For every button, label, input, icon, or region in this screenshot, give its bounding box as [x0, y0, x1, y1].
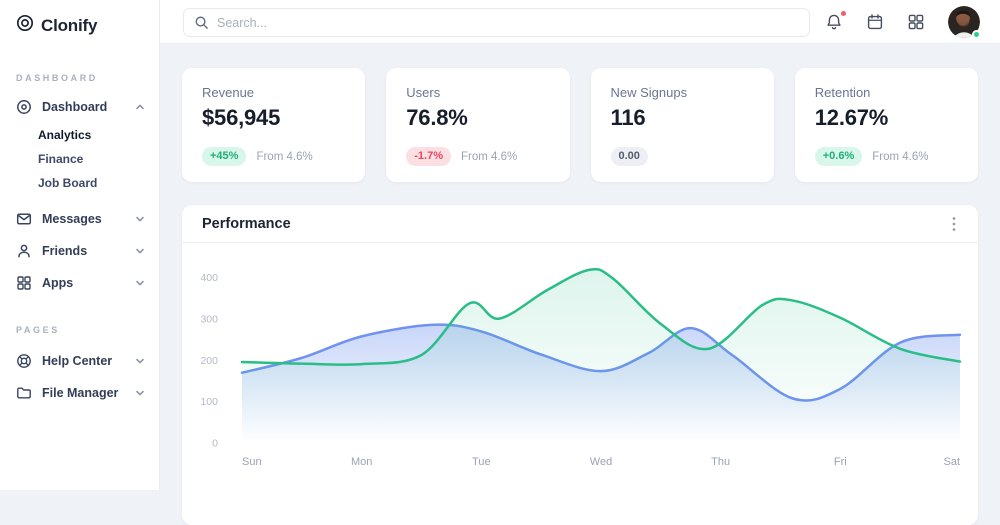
topbar	[160, 0, 1000, 44]
grid-icon	[16, 275, 32, 291]
x-axis-label: Wed	[590, 456, 612, 468]
sidebar-item-label: Dashboard	[42, 100, 108, 114]
stat-change-badge: +0.6%	[814, 147, 863, 167]
stat-note: From 4.6%	[461, 150, 518, 163]
sidebar-item-help-center[interactable]: Help Center	[0, 345, 159, 377]
online-status-dot	[972, 30, 981, 39]
stat-title: Retention	[814, 85, 871, 100]
sidebar-item-finance[interactable]: Finance	[38, 152, 84, 166]
bell-icon	[825, 13, 843, 31]
performance-header: Performance	[182, 205, 978, 243]
stat-title: Users	[406, 85, 441, 100]
user-avatar[interactable]	[948, 6, 981, 39]
apps-menu-button[interactable]	[907, 13, 925, 31]
topbar-actions	[825, 0, 1000, 44]
calendar-button[interactable]	[866, 13, 884, 31]
stat-value: 76.8%	[406, 105, 468, 130]
y-axis-tick: 0	[212, 438, 218, 450]
stat-value: 12.67%	[814, 105, 889, 130]
sidebar-item-friends[interactable]: Friends	[0, 235, 159, 267]
x-axis-label: Sat	[943, 456, 960, 468]
folder-icon	[16, 385, 32, 401]
stat-title: Revenue	[202, 85, 255, 100]
envelope-icon	[16, 211, 32, 227]
series-green-area	[242, 269, 960, 443]
stat-value: $56,945	[202, 105, 281, 130]
avatar-photo	[948, 6, 980, 38]
sidebar-item-file-manager[interactable]: File Manager	[0, 377, 159, 409]
stats-row: Revenue $56,945 +45% From 4.6% Users 76.…	[182, 68, 978, 182]
sidebar-item-label: File Manager	[42, 386, 119, 400]
sidebar-item-label: Messages	[42, 212, 102, 226]
chevron-up-icon	[135, 102, 145, 112]
chevron-down-icon	[135, 356, 145, 366]
sidebar-item-messages[interactable]: Messages	[0, 203, 159, 235]
dashboard-icon	[16, 99, 32, 115]
search-input[interactable]	[217, 15, 799, 30]
chevron-down-icon	[135, 278, 145, 288]
x-axis-label: Sun	[242, 456, 262, 468]
performance-title: Performance	[202, 215, 291, 232]
y-axis-tick: 100	[200, 396, 218, 408]
y-axis-tick: 300	[200, 314, 218, 326]
life-buoy-icon	[16, 353, 32, 369]
sidebar-item-apps[interactable]: Apps	[0, 267, 159, 299]
stat-note: From 4.6%	[256, 150, 313, 163]
performance-chart: 0 100 200 300 400 Sun Mon Tue Wed Thu Fri Sat	[200, 267, 962, 468]
chevron-down-icon	[135, 388, 145, 398]
app-name: Clonify	[41, 15, 98, 35]
clonify-logo-icon	[16, 14, 34, 37]
y-axis-tick: 400	[200, 272, 218, 284]
x-axis-label: Thu	[711, 456, 730, 468]
dashboard-sub-list: Analytics Finance Job Board	[0, 123, 159, 195]
series-green-line	[240, 267, 962, 366]
search-icon	[194, 15, 209, 30]
stat-change-badge: -1.7%	[406, 147, 451, 167]
stat-title: New Signups	[610, 85, 688, 100]
chevron-down-icon	[135, 214, 145, 224]
sidebar-item-label: Help Center	[42, 354, 113, 368]
main-content: Revenue $56,945 +45% From 4.6% Users 76.…	[160, 44, 1000, 525]
stat-card-new-signups: New Signups 116 0.00	[590, 68, 774, 182]
x-axis-label: Fri	[834, 456, 847, 468]
sidebar-item-job-board[interactable]: Job Board	[38, 176, 98, 190]
stat-change-badge: 0.00	[610, 147, 648, 167]
performance-card: Performance 0 100 200 300 400 Sun Mon Tue Wed Thu…	[182, 205, 978, 525]
section-label-dashboard: DASHBOARD	[16, 73, 98, 83]
notification-dot	[840, 10, 847, 17]
x-axis-label: Tue	[472, 456, 491, 468]
y-axis-tick: 200	[200, 355, 218, 367]
chevron-down-icon	[135, 246, 145, 256]
sidebar: Clonify DASHBOARD Dashboard Analytics Fi…	[0, 0, 160, 490]
stat-card-revenue: Revenue $56,945 +45% From 4.6%	[182, 68, 366, 182]
app-logo[interactable]: Clonify	[0, 12, 159, 37]
search-box	[183, 8, 810, 37]
notifications-button[interactable]	[825, 10, 847, 31]
kebab-menu-button[interactable]	[946, 212, 962, 236]
stat-value: 116	[610, 105, 646, 130]
apps-grid-icon	[907, 13, 925, 31]
sidebar-item-label: Friends	[42, 244, 88, 258]
sidebar-item-label: Apps	[42, 276, 74, 290]
stat-card-users: Users 76.8% -1.7% From 4.6%	[386, 68, 570, 182]
sidebar-item-analytics[interactable]: Analytics	[38, 128, 92, 142]
stat-note: From 4.6%	[872, 150, 929, 163]
calendar-icon	[866, 13, 884, 31]
person-icon	[16, 243, 32, 259]
stat-card-retention: Retention 12.67% +0.6% From 4.6%	[794, 68, 978, 182]
sidebar-item-dashboard[interactable]: Dashboard	[0, 91, 159, 123]
section-label-pages: PAGES	[16, 325, 60, 335]
stat-change-badge: +45%	[202, 147, 247, 167]
x-axis-label: Mon	[351, 456, 372, 468]
